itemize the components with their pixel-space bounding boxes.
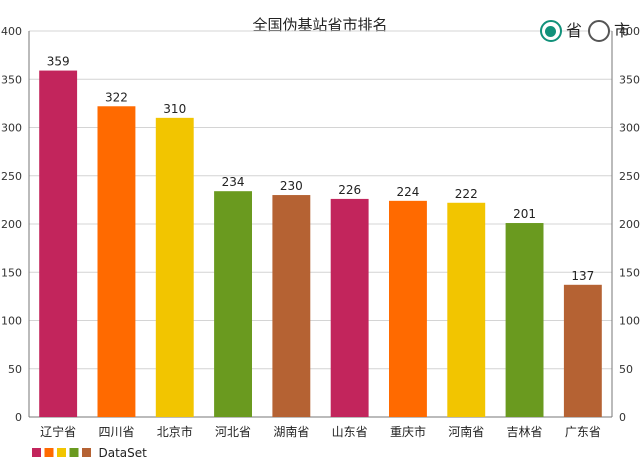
bar bbox=[97, 106, 136, 418]
bar-value-label: 322 bbox=[105, 90, 128, 104]
legend-swatch bbox=[69, 448, 79, 457]
y-tick-label-left: 100 bbox=[1, 315, 22, 328]
radio-province-label: 省 bbox=[565, 21, 582, 40]
bar bbox=[155, 117, 194, 417]
y-tick-label-right: 0 bbox=[619, 411, 626, 424]
bar-value-label: 137 bbox=[571, 269, 594, 283]
y-tick-label-right: 100 bbox=[619, 315, 640, 328]
bar bbox=[39, 70, 78, 417]
x-tick-label: 重庆市 bbox=[390, 424, 426, 439]
legend-swatch bbox=[32, 448, 41, 457]
legend-label: DataSet bbox=[99, 446, 148, 460]
y-tick-label-left: 250 bbox=[1, 170, 22, 183]
x-tick-label: 河北省 bbox=[215, 425, 251, 439]
y-tick-label-right: 400 bbox=[619, 25, 640, 38]
y-tick-label-right: 50 bbox=[619, 363, 633, 376]
y-tick-label-right: 200 bbox=[619, 218, 640, 231]
bar-value-label: 222 bbox=[455, 187, 478, 201]
y-tick-label-left: 300 bbox=[1, 122, 22, 135]
bar-value-label: 230 bbox=[280, 179, 303, 193]
radio-city-label: 市 bbox=[613, 21, 630, 40]
chart-title: 全国伪基站省市排名 bbox=[252, 16, 387, 34]
bar bbox=[447, 202, 486, 417]
x-tick-label: 四川省 bbox=[98, 425, 134, 439]
x-tick-label: 辽宁省 bbox=[40, 424, 76, 439]
y-tick-label-left: 200 bbox=[1, 218, 22, 231]
y-tick-label-left: 150 bbox=[1, 266, 22, 279]
province-city-toggle: 省 市 bbox=[539, 20, 630, 42]
legend-swatch bbox=[44, 448, 54, 457]
y-tick-label-right: 350 bbox=[619, 73, 640, 86]
bar-value-label: 359 bbox=[47, 55, 70, 69]
y-tick-label-left: 0 bbox=[15, 411, 22, 424]
bar-value-label: 310 bbox=[163, 102, 186, 116]
x-tick-label: 北京市 bbox=[157, 424, 193, 439]
bar bbox=[272, 195, 311, 417]
radio-city-indicator bbox=[587, 20, 610, 42]
y-tick-label-left: 400 bbox=[1, 25, 22, 38]
radio-city[interactable]: 市 bbox=[587, 20, 630, 42]
x-tick-label: 广东省 bbox=[565, 425, 601, 439]
bar bbox=[505, 223, 544, 417]
radio-province-indicator bbox=[539, 20, 562, 42]
bar-value-label: 234 bbox=[222, 175, 245, 189]
bar-value-label: 201 bbox=[513, 207, 536, 221]
bar-value-label: 226 bbox=[338, 183, 361, 197]
x-tick-label: 河南省 bbox=[448, 424, 484, 439]
y-tick-label-right: 300 bbox=[619, 122, 640, 135]
bar bbox=[563, 284, 602, 417]
bar bbox=[389, 200, 427, 417]
x-tick-label: 山东省 bbox=[332, 425, 368, 439]
x-tick-label: 湖南省 bbox=[273, 424, 309, 439]
bar-value-label: 224 bbox=[396, 185, 419, 199]
bar bbox=[330, 198, 369, 417]
bar bbox=[214, 191, 252, 417]
y-tick-label-right: 150 bbox=[619, 266, 640, 279]
legend-swatch bbox=[82, 448, 91, 457]
legend-swatch bbox=[57, 448, 66, 457]
y-tick-label-left: 350 bbox=[1, 73, 22, 86]
y-tick-label-right: 250 bbox=[619, 170, 640, 183]
radio-province[interactable]: 省 bbox=[539, 20, 582, 42]
y-tick-label-left: 50 bbox=[8, 363, 22, 376]
x-tick-label: 吉林省 bbox=[507, 425, 543, 439]
